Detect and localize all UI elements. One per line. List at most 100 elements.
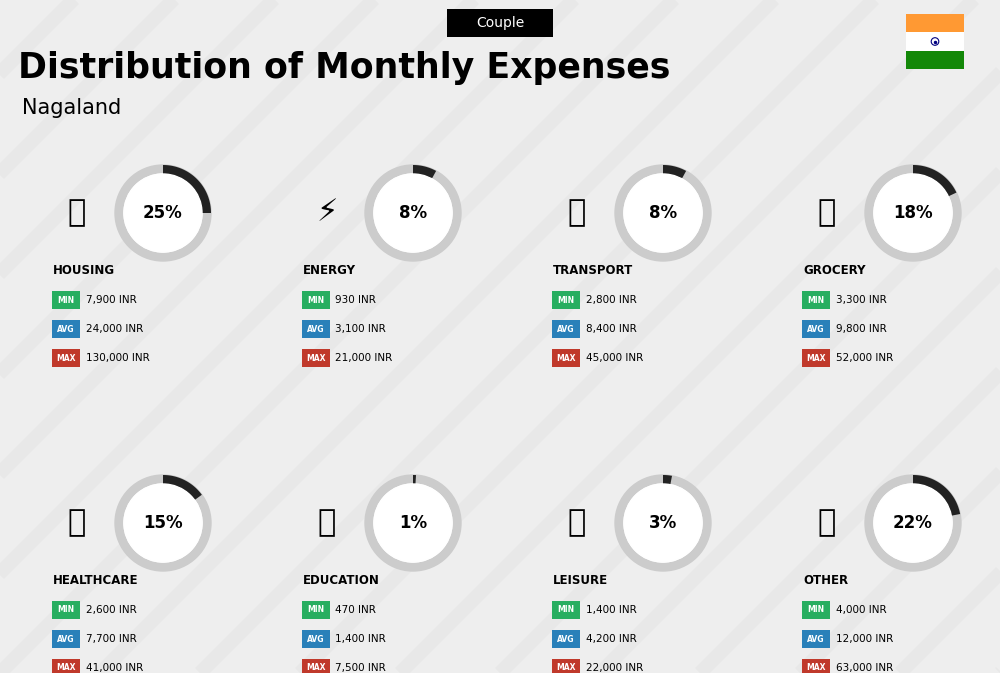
Text: MAX: MAX: [806, 353, 826, 363]
Text: 🛍️: 🛍️: [568, 509, 586, 538]
Circle shape: [624, 174, 702, 252]
FancyBboxPatch shape: [552, 601, 580, 619]
Text: ENERGY: ENERGY: [303, 264, 356, 277]
Circle shape: [874, 484, 952, 562]
FancyBboxPatch shape: [552, 349, 580, 367]
Text: MIN: MIN: [807, 606, 824, 614]
Circle shape: [374, 174, 452, 252]
Text: 130,000 INR: 130,000 INR: [86, 353, 149, 363]
Text: 🏢: 🏢: [68, 199, 86, 227]
Circle shape: [124, 484, 202, 562]
Text: 4,200 INR: 4,200 INR: [586, 634, 636, 644]
Text: 2,800 INR: 2,800 INR: [586, 295, 636, 305]
FancyBboxPatch shape: [302, 659, 330, 673]
Circle shape: [374, 484, 452, 562]
Text: 2,600 INR: 2,600 INR: [86, 605, 136, 615]
FancyBboxPatch shape: [906, 32, 964, 50]
Text: Distribution of Monthly Expenses: Distribution of Monthly Expenses: [18, 51, 670, 85]
FancyBboxPatch shape: [52, 291, 80, 310]
Polygon shape: [663, 475, 672, 485]
FancyBboxPatch shape: [552, 630, 580, 648]
Text: 25%: 25%: [143, 204, 183, 222]
Text: MAX: MAX: [56, 353, 76, 363]
Polygon shape: [413, 475, 416, 484]
FancyBboxPatch shape: [52, 601, 80, 619]
Text: 15%: 15%: [143, 514, 183, 532]
FancyBboxPatch shape: [802, 349, 830, 367]
FancyBboxPatch shape: [302, 630, 330, 648]
Text: 8%: 8%: [649, 204, 677, 222]
Text: AVG: AVG: [57, 635, 74, 643]
FancyBboxPatch shape: [906, 50, 964, 69]
Text: MAX: MAX: [56, 664, 76, 672]
Text: 21,000 INR: 21,000 INR: [335, 353, 393, 363]
Text: MAX: MAX: [806, 664, 826, 672]
FancyBboxPatch shape: [52, 630, 80, 648]
Circle shape: [624, 484, 702, 562]
FancyBboxPatch shape: [802, 630, 830, 648]
Text: 1,400 INR: 1,400 INR: [586, 605, 636, 615]
Text: 930 INR: 930 INR: [335, 295, 376, 305]
Circle shape: [365, 475, 461, 571]
Circle shape: [365, 165, 461, 261]
FancyBboxPatch shape: [302, 291, 330, 310]
Text: 🚌: 🚌: [568, 199, 586, 227]
FancyBboxPatch shape: [302, 601, 330, 619]
Text: 470 INR: 470 INR: [335, 605, 376, 615]
FancyBboxPatch shape: [52, 349, 80, 367]
Circle shape: [624, 484, 702, 562]
FancyBboxPatch shape: [447, 9, 552, 37]
FancyBboxPatch shape: [802, 601, 830, 619]
Polygon shape: [913, 165, 956, 197]
FancyBboxPatch shape: [302, 320, 330, 339]
Circle shape: [615, 475, 711, 571]
Text: GROCERY: GROCERY: [803, 264, 866, 277]
Text: 12,000 INR: 12,000 INR: [836, 634, 893, 644]
Text: 3%: 3%: [649, 514, 677, 532]
Text: AVG: AVG: [57, 324, 74, 334]
Text: 4,000 INR: 4,000 INR: [836, 605, 886, 615]
Circle shape: [624, 174, 702, 252]
Text: AVG: AVG: [807, 324, 825, 334]
Text: AVG: AVG: [307, 324, 324, 334]
Circle shape: [874, 174, 952, 252]
FancyBboxPatch shape: [52, 659, 80, 673]
Text: 22,000 INR: 22,000 INR: [586, 663, 643, 673]
Circle shape: [615, 165, 711, 261]
Text: 24,000 INR: 24,000 INR: [86, 324, 143, 334]
FancyBboxPatch shape: [552, 320, 580, 339]
Text: MAX: MAX: [306, 664, 326, 672]
Text: MIN: MIN: [807, 295, 824, 304]
Text: 52,000 INR: 52,000 INR: [836, 353, 893, 363]
Text: 18%: 18%: [893, 204, 933, 222]
FancyBboxPatch shape: [302, 349, 330, 367]
Text: MIN: MIN: [57, 295, 74, 304]
FancyBboxPatch shape: [552, 659, 580, 673]
Text: MAX: MAX: [556, 353, 576, 363]
FancyBboxPatch shape: [552, 291, 580, 310]
FancyBboxPatch shape: [802, 320, 830, 339]
Text: 🛒: 🛒: [818, 199, 836, 227]
Circle shape: [874, 484, 952, 562]
Text: 7,700 INR: 7,700 INR: [86, 634, 136, 644]
Circle shape: [124, 174, 202, 252]
Text: MIN: MIN: [307, 606, 324, 614]
Text: MAX: MAX: [306, 353, 326, 363]
Circle shape: [374, 174, 452, 252]
Text: 8,400 INR: 8,400 INR: [586, 324, 636, 334]
Circle shape: [865, 165, 961, 261]
Circle shape: [115, 165, 211, 261]
Polygon shape: [163, 165, 211, 213]
Circle shape: [874, 174, 952, 252]
Circle shape: [115, 475, 211, 571]
Circle shape: [865, 475, 961, 571]
Text: 💰: 💰: [818, 509, 836, 538]
Text: 45,000 INR: 45,000 INR: [586, 353, 643, 363]
Polygon shape: [913, 475, 960, 516]
FancyBboxPatch shape: [802, 291, 830, 310]
Text: MIN: MIN: [557, 295, 574, 304]
Text: 22%: 22%: [893, 514, 933, 532]
FancyBboxPatch shape: [906, 13, 964, 32]
Polygon shape: [163, 475, 202, 500]
FancyBboxPatch shape: [52, 320, 80, 339]
